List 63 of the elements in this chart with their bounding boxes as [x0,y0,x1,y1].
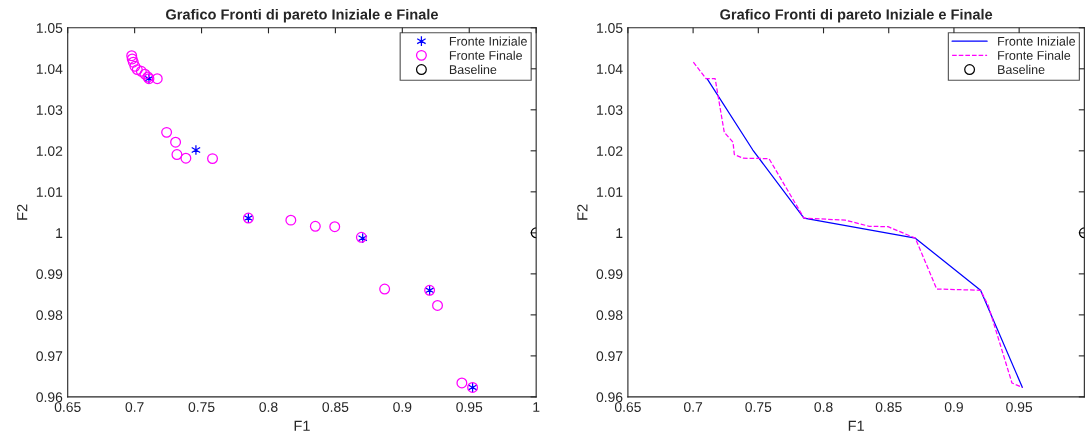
point [131,64,143,76]
y-tick-label: 0.97 [36,351,63,362]
y-tick-label: 1 [56,228,63,238]
y-tick-label: 0.96 [596,392,623,403]
point [456,377,468,389]
y-tick-label: 1.02 [36,146,63,156]
y-tick-label: 0.99 [36,269,63,280]
x-tick-label: 0.85 [322,402,349,412]
x-tick-label: 0.95 [1006,402,1033,412]
x-tick-label: 0.7 [684,402,703,412]
x-axis-title: F1 [294,420,310,431]
x-tick-label: 0.8 [259,402,278,412]
point [379,283,391,295]
point [309,220,321,232]
y-axis-title: F2 [577,204,588,220]
y-tick-label: 1 [616,228,623,238]
point [161,126,173,138]
x-tick-label: 0.75 [745,402,772,412]
y-tick-label: 0.98 [36,310,63,321]
legend-label: Fronte Iniziale [998,36,1076,46]
y-tick-label: 0.97 [596,351,623,362]
point [329,221,341,233]
y-tick-label: 1.04 [36,64,63,74]
y-tick-label: 1.01 [597,187,623,197]
y-tick-label: 0.98 [596,310,623,321]
x-tick-label: 0.65 [54,402,81,412]
point [129,60,141,72]
y-tick-label: 0.99 [596,269,623,280]
point [432,299,444,311]
chart-title: Grafico Fronti di pareto Iniziale e Finale [166,8,438,23]
point [171,149,183,160]
y-tick-label: 1.02 [597,146,623,156]
legend-label: Fronte Finale [449,50,523,60]
y-tick-label: 1.01 [36,187,63,197]
legend-label: Fronte Iniziale [449,36,527,46]
y-tick-label: 1.03 [597,105,623,115]
point [180,152,192,164]
legend-label: Fronte Finale [998,50,1071,60]
x-tick-label: 0.95 [456,402,483,412]
x-tick-label: 0.8 [814,402,833,412]
y-tick-label: 1.05 [597,23,623,33]
legend-label: Baseline [449,64,497,75]
x-tick-label: 1 [533,402,540,412]
point [191,144,201,156]
point [207,153,219,165]
y-tick-label: 1.04 [597,64,623,74]
y-axis-title: F2 [17,204,28,220]
x-tick-label: 0.85 [875,402,902,412]
x-axis-title: F1 [848,420,864,431]
y-tick-label: 0.96 [36,392,63,403]
y-tick-label: 1.05 [36,23,63,33]
x-tick-label: 0.75 [188,402,215,412]
y-tick-label: 1.03 [36,105,63,115]
x-tick-label: 0.9 [393,402,412,412]
point [285,214,297,226]
legend-label: Baseline [998,64,1045,75]
x-tick-label: 0.65 [614,402,641,412]
point [170,136,182,148]
chart-title: Grafico Fronti di pareto Iniziale e Finale [720,8,993,23]
x-tick-label: 0.7 [125,402,144,412]
point [135,65,147,77]
point [151,73,163,85]
x-tick-label: 0.9 [944,402,963,412]
